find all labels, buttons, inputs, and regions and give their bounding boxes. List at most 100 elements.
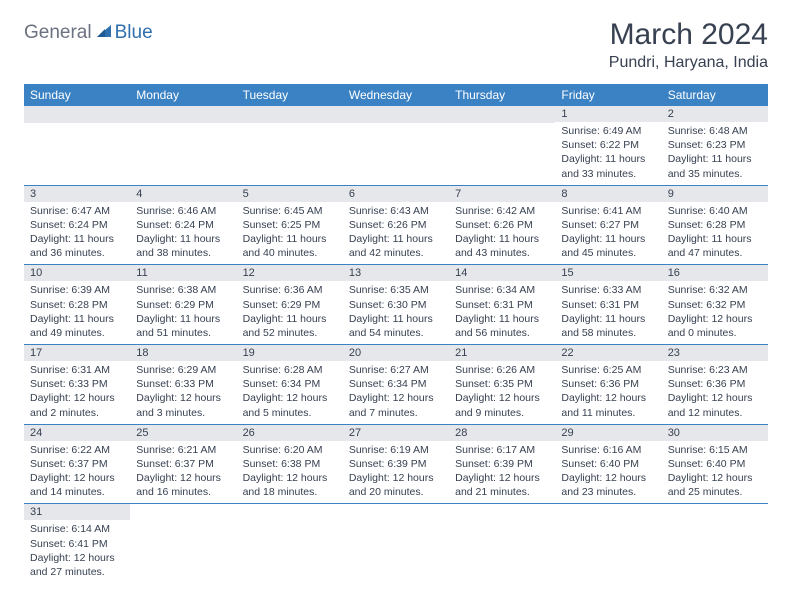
day-sunrise: Sunrise: 6:17 AM [455,443,549,457]
day-day2: and 25 minutes. [668,485,762,499]
calendar-cell [237,504,343,583]
day-number: 23 [662,345,768,361]
day-number: 3 [24,186,130,202]
day-day2: and 2 minutes. [30,406,124,420]
day-body: Sunrise: 6:28 AMSunset: 6:34 PMDaylight:… [237,361,343,424]
day-sunset: Sunset: 6:27 PM [561,218,655,232]
day-sunrise: Sunrise: 6:39 AM [30,283,124,297]
day-day1: Daylight: 12 hours [136,391,230,405]
day-body: Sunrise: 6:23 AMSunset: 6:36 PMDaylight:… [662,361,768,424]
day-day2: and 20 minutes. [349,485,443,499]
day-sunset: Sunset: 6:30 PM [349,298,443,312]
day-day1: Daylight: 12 hours [243,471,337,485]
header: General Blue March 2024 Pundri, Haryana,… [24,18,768,72]
calendar-cell: 9Sunrise: 6:40 AMSunset: 6:28 PMDaylight… [662,185,768,265]
weekday-header: Friday [555,84,661,106]
day-number: 14 [449,265,555,281]
day-body: Sunrise: 6:42 AMSunset: 6:26 PMDaylight:… [449,202,555,265]
calendar-cell [343,504,449,583]
day-sunset: Sunset: 6:22 PM [561,138,655,152]
calendar-cell: 22Sunrise: 6:25 AMSunset: 6:36 PMDayligh… [555,345,661,425]
calendar-cell: 10Sunrise: 6:39 AMSunset: 6:28 PMDayligh… [24,265,130,345]
day-body: Sunrise: 6:41 AMSunset: 6:27 PMDaylight:… [555,202,661,265]
day-number: 10 [24,265,130,281]
day-number: 24 [24,425,130,441]
day-number: 20 [343,345,449,361]
day-number: 5 [237,186,343,202]
day-day2: and 40 minutes. [243,246,337,260]
day-sunrise: Sunrise: 6:19 AM [349,443,443,457]
calendar-cell: 16Sunrise: 6:32 AMSunset: 6:32 PMDayligh… [662,265,768,345]
day-day1: Daylight: 11 hours [349,232,443,246]
day-day1: Daylight: 11 hours [30,232,124,246]
day-body: Sunrise: 6:36 AMSunset: 6:29 PMDaylight:… [237,281,343,344]
day-day1: Daylight: 12 hours [668,471,762,485]
day-number: 21 [449,345,555,361]
empty-day-number [343,106,449,123]
calendar-cell: 8Sunrise: 6:41 AMSunset: 6:27 PMDaylight… [555,185,661,265]
day-sunset: Sunset: 6:26 PM [455,218,549,232]
day-sunrise: Sunrise: 6:38 AM [136,283,230,297]
day-sunset: Sunset: 6:40 PM [561,457,655,471]
day-number: 9 [662,186,768,202]
day-sunset: Sunset: 6:33 PM [30,377,124,391]
calendar-cell: 30Sunrise: 6:15 AMSunset: 6:40 PMDayligh… [662,424,768,504]
day-day1: Daylight: 12 hours [561,471,655,485]
day-sunset: Sunset: 6:36 PM [561,377,655,391]
day-sunset: Sunset: 6:25 PM [243,218,337,232]
day-day1: Daylight: 11 hours [561,312,655,326]
calendar-cell: 14 Sunrise: 6:34 AMSunset: 6:31 PMDayligh… [449,265,555,345]
day-sunrise: Sunrise: 6:49 AM [561,124,655,138]
day-sunrise: Sunrise: 6:36 AM [243,283,337,297]
calendar-cell: 2Sunrise: 6:48 AMSunset: 6:23 PMDaylight… [662,106,768,185]
day-sunrise: Sunrise: 6:41 AM [561,204,655,218]
day-day2: and 9 minutes. [455,406,549,420]
day-sunset: Sunset: 6:32 PM [668,298,762,312]
logo-text-blue: Blue [115,22,153,44]
day-number: 27 [343,425,449,441]
day-sunrise: Sunrise: 6:34 AM [455,283,549,297]
day-sunrise: Sunrise: 6:45 AM [243,204,337,218]
calendar-cell: 29Sunrise: 6:16 AMSunset: 6:40 PMDayligh… [555,424,661,504]
calendar-cell: 24Sunrise: 6:22 AMSunset: 6:37 PMDayligh… [24,424,130,504]
day-day1: Daylight: 12 hours [349,471,443,485]
day-day1: Daylight: 11 hours [455,312,549,326]
day-day2: and 33 minutes. [561,167,655,181]
day-sunset: Sunset: 6:36 PM [668,377,762,391]
day-body: Sunrise: 6:39 AMSunset: 6:28 PMDaylight:… [24,281,130,344]
day-sunset: Sunset: 6:31 PM [561,298,655,312]
day-day1: Daylight: 12 hours [668,312,762,326]
day-day1: Daylight: 11 hours [455,232,549,246]
day-day2: and 45 minutes. [561,246,655,260]
calendar-week: 3Sunrise: 6:47 AMSunset: 6:24 PMDaylight… [24,185,768,265]
day-sunset: Sunset: 6:31 PM [455,298,549,312]
day-number: 29 [555,425,661,441]
day-sunrise: Sunrise: 6:22 AM [30,443,124,457]
calendar-cell [662,504,768,583]
weekday-header: Saturday [662,84,768,106]
day-sunrise: Sunrise: 6:28 AM [243,363,337,377]
day-day2: and 56 minutes. [455,326,549,340]
calendar-cell: 23Sunrise: 6:23 AMSunset: 6:36 PMDayligh… [662,345,768,425]
day-number: 31 [24,504,130,520]
day-sunrise: Sunrise: 6:35 AM [349,283,443,297]
day-sunset: Sunset: 6:26 PM [349,218,443,232]
day-number: 30 [662,425,768,441]
day-sunset: Sunset: 6:40 PM [668,457,762,471]
day-day2: and 18 minutes. [243,485,337,499]
day-sunset: Sunset: 6:41 PM [30,537,124,551]
day-day1: Daylight: 11 hours [561,152,655,166]
calendar-cell: 15Sunrise: 6:33 AMSunset: 6:31 PMDayligh… [555,265,661,345]
day-sunrise: Sunrise: 6:47 AM [30,204,124,218]
day-body: Sunrise: 6:20 AMSunset: 6:38 PMDaylight:… [237,441,343,504]
day-sunrise: Sunrise: 6:26 AM [455,363,549,377]
day-number: 1 [555,106,661,122]
day-day1: Daylight: 11 hours [30,312,124,326]
logo: General Blue [24,22,153,44]
title-block: March 2024 Pundri, Haryana, India [609,18,768,72]
day-number: 22 [555,345,661,361]
calendar-week: 31Sunrise: 6:14 AMSunset: 6:41 PMDayligh… [24,504,768,583]
day-sunset: Sunset: 6:39 PM [349,457,443,471]
day-day2: and 49 minutes. [30,326,124,340]
day-day2: and 0 minutes. [668,326,762,340]
